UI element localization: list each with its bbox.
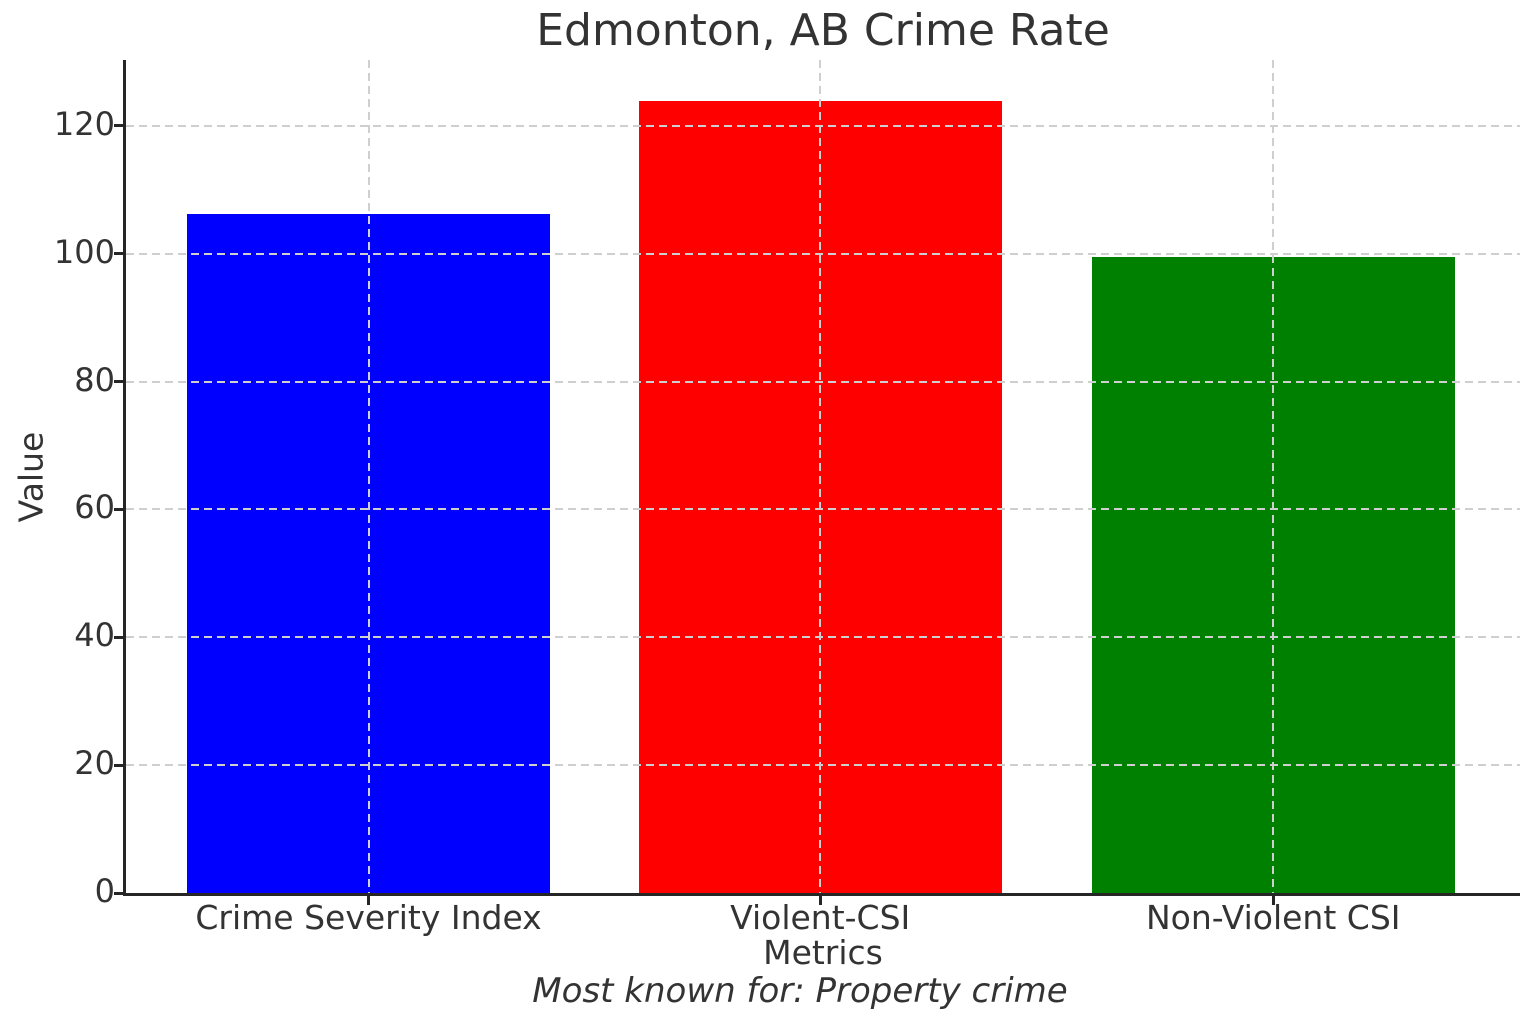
gridline-v-non-violent-csi	[1272, 60, 1275, 893]
y-tick-label-0: 0	[94, 872, 115, 910]
y-tick-label-80: 80	[74, 360, 115, 399]
x-tick-non-violent-csi	[1271, 896, 1275, 905]
gridline-h-120	[126, 124, 1520, 127]
y-tick-20	[114, 763, 126, 767]
y-tick-label-40: 40	[74, 616, 115, 655]
gridline-h-100	[126, 252, 1520, 255]
y-tick-label-100: 100	[53, 232, 115, 271]
y-tick-100	[114, 252, 126, 256]
x-tick-violent-csi	[818, 896, 822, 905]
gridline-h-80	[126, 380, 1520, 383]
x-tick-label-non-violent-csi: Non-Violent CSI	[1145, 898, 1401, 937]
y-tick-label-120: 120	[53, 104, 115, 143]
y-axis-spine	[123, 60, 126, 896]
x-tick-label-violent-csi: Violent-CSI	[730, 898, 911, 937]
x-axis-spine	[123, 893, 1520, 896]
gridline-h-40	[126, 636, 1520, 639]
x-tick-crime-severity-index	[367, 896, 371, 905]
y-tick-label-60: 60	[74, 488, 115, 527]
gridline-h-60	[126, 508, 1520, 511]
y-tick-0	[114, 891, 126, 895]
chart-title: Edmonton, AB Crime Rate	[536, 5, 1110, 56]
y-tick-60	[114, 507, 126, 511]
gridline-v-violent-csi	[819, 60, 822, 893]
x-tick-label-crime-severity-index: Crime Severity Index	[195, 898, 542, 937]
x-axis-label: Metrics	[763, 933, 883, 972]
y-tick-40	[114, 635, 126, 639]
y-tick-120	[114, 124, 126, 128]
chart-footnote: Most known for: Property crime	[532, 971, 1068, 1011]
y-tick-label-20: 20	[74, 744, 115, 783]
y-tick-80	[114, 380, 126, 384]
gridline-v-crime-severity-index	[367, 60, 370, 893]
gridline-h-20	[126, 764, 1520, 767]
